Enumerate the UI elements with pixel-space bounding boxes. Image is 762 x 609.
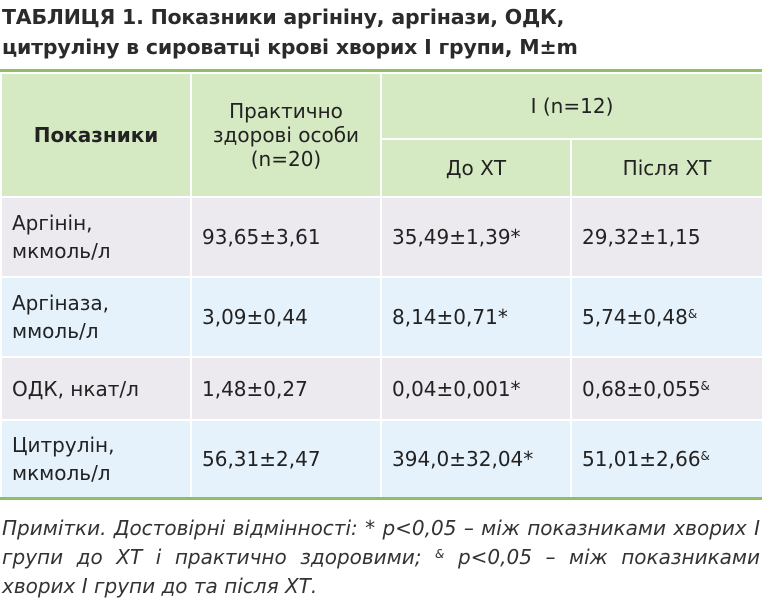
data-table: Показники Практично здорові особи (n=20)… bbox=[0, 72, 762, 499]
table-title-line-1: ТАБЛИЦЯ 1. Показники аргініну, аргінази,… bbox=[2, 5, 565, 29]
row-after-value: 0,68±0,055 bbox=[582, 376, 701, 401]
table-footnote: Примітки. Достовірні відмінності: * р<0,… bbox=[2, 514, 760, 601]
row-indicator-name: Цитрулін, мкмоль/л bbox=[0, 419, 192, 499]
row-before-value: 0,04±0,001* bbox=[380, 356, 572, 421]
row-before-value: 35,49±1,39* bbox=[380, 196, 572, 278]
row-indicator-name: ОДК, нкат/л bbox=[0, 356, 192, 421]
row-before-value: 8,14±0,71* bbox=[380, 276, 572, 358]
row-indicator-name: Аргінін, мкмоль/л bbox=[0, 196, 192, 278]
bottom-rule bbox=[0, 497, 762, 500]
header-before-ht: До ХТ bbox=[380, 138, 572, 198]
header-healthy: Практично здорові особи (n=20) bbox=[190, 72, 382, 198]
table-row: Аргінін, мкмоль/л 93,65±3,61 35,49±1,39*… bbox=[0, 196, 762, 278]
table-row: Цитрулін, мкмоль/л 56,31±2,47 394,0±32,0… bbox=[0, 419, 762, 499]
row-after-value: 29,32±1,15 bbox=[582, 225, 701, 249]
row-after-cell: 5,74±0,48& bbox=[570, 276, 762, 358]
footnote-mark: & bbox=[435, 547, 445, 561]
row-healthy-value: 1,48±0,27 bbox=[190, 356, 382, 421]
table-title: ТАБЛИЦЯ 1. Показники аргініну, аргінази,… bbox=[2, 2, 760, 62]
row-after-mark: & bbox=[700, 449, 710, 463]
row-after-cell: 51,01±2,66& bbox=[570, 419, 762, 499]
top-rule bbox=[0, 69, 762, 72]
table-row: ОДК, нкат/л 1,48±0,27 0,04±0,001* 0,68±0… bbox=[0, 356, 762, 421]
row-healthy-value: 56,31±2,47 bbox=[190, 419, 382, 499]
row-after-mark: & bbox=[687, 307, 698, 321]
header-group: І (n=12) bbox=[380, 72, 762, 140]
header-indicators: Показники bbox=[0, 72, 192, 198]
row-after-cell: 29,32±1,15 bbox=[570, 196, 762, 278]
row-indicator-name: Аргіназа, ммоль/л bbox=[0, 276, 192, 358]
table-row: Аргіназа, ммоль/л 3,09±0,44 8,14±0,71* 5… bbox=[0, 276, 762, 358]
header-after-ht: Після ХТ bbox=[570, 138, 762, 198]
row-after-mark: & bbox=[700, 378, 710, 393]
footnote-part-2: р<0,05 – між показниками хворих І групи … bbox=[2, 545, 761, 598]
row-healthy-value: 3,09±0,44 bbox=[190, 276, 382, 358]
row-before-value: 394,0±32,04* bbox=[380, 419, 572, 499]
row-after-value: 51,01±2,66 bbox=[582, 447, 701, 471]
table-title-line-2: цитруліну в сироватці крові хворих І гру… bbox=[2, 35, 578, 59]
row-after-cell: 0,68±0,055& bbox=[570, 356, 762, 421]
footnote-part-1: Примітки. Достовірні відмінності: * р<0,… bbox=[2, 516, 760, 569]
row-after-value: 5,74±0,48 bbox=[582, 305, 688, 329]
row-healthy-value: 93,65±3,61 bbox=[190, 196, 382, 278]
